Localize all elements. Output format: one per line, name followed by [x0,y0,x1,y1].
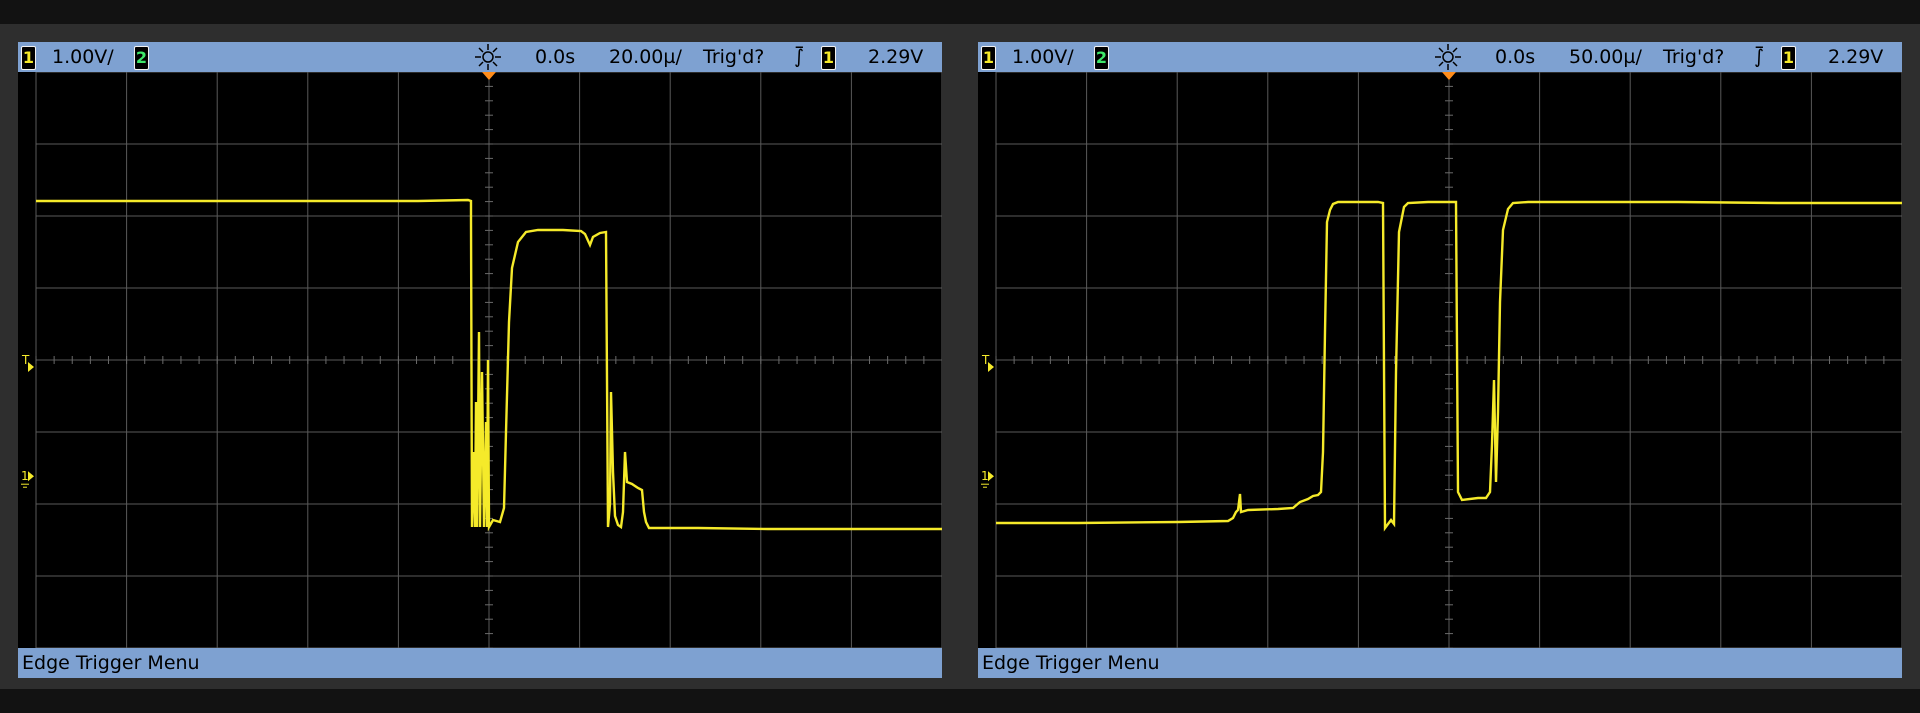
scope-display-2: 1 1.00V/ 2 0.0s 50.00µ/ Trig'd? ⨛ [978,42,1902,678]
trigger-level-marker-icon: T [981,353,994,372]
trigger-position-icon [1442,72,1456,80]
time-scale[interactable]: 20.00µ/ [609,46,682,68]
svg-text:1: 1 [981,469,989,483]
channel1-ground-marker-icon: 1 [21,469,34,488]
time-offset[interactable]: 0.0s [535,46,576,68]
channel-1-badge[interactable]: 1 [981,46,996,70]
scope-display-1: 1 1.00V/ 2 0.0s 20.00µ/ Trig'd? ⨛ [18,42,942,678]
acquire-sunburst-icon [473,42,503,81]
falling-edge-icon: ⨛ [794,46,804,68]
falling-edge-icon: ⨛ [1754,46,1764,68]
channel-2-badge[interactable]: 2 [134,46,149,70]
trigger-status: Trig'd? [703,46,765,68]
svg-text:T: T [21,353,30,367]
trigger-level-marker-icon: T [21,353,34,372]
channel-2-badge[interactable]: 2 [1094,46,1109,70]
trigger-source-badge[interactable]: 1 [821,46,836,70]
edge-trigger-menu-bar[interactable]: Edge Trigger Menu [978,648,1902,678]
waveform-plot: T 1 [981,72,1902,648]
channel-1-scale[interactable]: 1.00V/ [1012,46,1074,68]
svg-text:1: 1 [21,469,29,483]
status-bar: 1 1.00V/ 2 0.0s 50.00µ/ Trig'd? ⨛ [978,42,1902,72]
trigger-level[interactable]: 2.29V [868,46,924,68]
acquire-sunburst-icon [1433,42,1463,81]
svg-text:T: T [981,353,990,367]
time-scale[interactable]: 50.00µ/ [1569,46,1642,68]
channel-1-badge[interactable]: 1 [21,46,36,70]
edge-trigger-menu-bar[interactable]: Edge Trigger Menu [18,648,942,678]
graticule [995,72,1902,648]
trigger-status: Trig'd? [1663,46,1725,68]
channel1-ground-marker-icon: 1 [981,469,994,488]
waveform-plot: T 1 [21,72,942,648]
time-offset[interactable]: 0.0s [1495,46,1536,68]
channel-1-trace [36,198,942,532]
channel-1-scale[interactable]: 1.00V/ [52,46,114,68]
trigger-source-badge[interactable]: 1 [1781,46,1796,70]
trigger-position-icon [482,72,496,80]
graticule [35,72,942,648]
channel-1-trace [996,200,1902,532]
trigger-level[interactable]: 2.29V [1828,46,1884,68]
status-bar: 1 1.00V/ 2 0.0s 20.00µ/ Trig'd? ⨛ [18,42,942,72]
